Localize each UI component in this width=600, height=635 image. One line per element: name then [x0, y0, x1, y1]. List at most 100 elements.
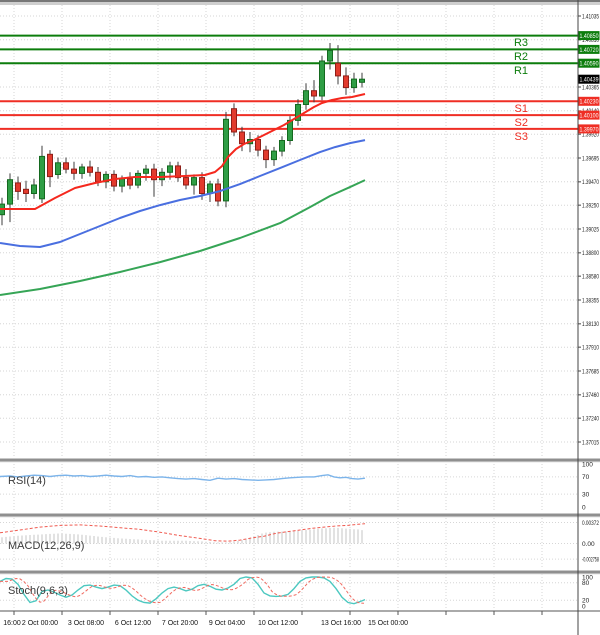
price-axis-tick-label: 1.39250: [582, 202, 599, 209]
current-price-badge: 1.40439: [580, 77, 599, 84]
level-price-badge-r2-bg: [578, 44, 600, 54]
candle-body: [63, 162, 69, 170]
time-axis-label: 7 Oct 20:00: [162, 620, 198, 627]
price-axis-tick-label: 1.38800: [582, 250, 599, 257]
rsi-tick-label: 30: [582, 491, 590, 498]
panel-separator: [0, 461, 600, 463]
stoch-tick-label: 80: [582, 580, 590, 587]
level-price-badge-s2-bg: [578, 110, 600, 120]
candle-body: [231, 108, 237, 133]
rsi-tick-label: 0: [582, 504, 586, 511]
price-axis-tick-label: 1.39025: [582, 226, 599, 233]
stoch-tick-label: 0: [582, 603, 586, 610]
panel-separator: [0, 516, 600, 518]
macd-tick-label: 0.00372: [582, 520, 599, 527]
candle-body: [143, 168, 149, 174]
panel-separator: [0, 571, 600, 574]
panel-separator: [0, 570, 600, 571]
price-axis-tick-label: 1.40365: [582, 84, 599, 91]
candle-body: [295, 104, 301, 121]
candle-body: [15, 182, 21, 192]
candle-body: [351, 78, 357, 89]
candle-body: [239, 131, 245, 145]
candle-body: [71, 168, 77, 174]
current-price-badge-bg: [578, 74, 600, 84]
price-axis-tick-label: 1.38130: [582, 321, 599, 328]
candle-body: [151, 168, 157, 181]
medium-ma-line: [0, 139, 366, 248]
time-axis-label: 13 Oct 16:00: [321, 620, 361, 627]
window-top-edge-light: [0, 2, 600, 5]
stoch-k-line: [0, 576, 366, 605]
price-axis-tick-label: 1.37240: [582, 415, 599, 422]
level-price-badge-r1-bg: [578, 58, 600, 68]
stoch-tick-label: 100: [582, 574, 593, 581]
candle-body: [343, 75, 349, 89]
candle-body: [191, 177, 197, 186]
level-price-badge-r2: 1.40720: [580, 47, 599, 54]
candle-body: [31, 184, 37, 194]
candle-body: [127, 178, 133, 186]
candle-body: [39, 155, 45, 200]
level-price-badge-s3-bg: [578, 124, 600, 134]
price-axis-tick-label: 1.37910: [582, 344, 599, 351]
time-axis-label: 10 Oct 12:00: [258, 620, 298, 627]
candle-body: [319, 60, 325, 97]
panel-separator: [0, 573, 600, 575]
macd-tick-label: 0.00: [582, 541, 595, 548]
panel-separator: [0, 459, 600, 462]
price-axis-tick-label: 1.38580: [582, 273, 599, 280]
price-axis-tick-label: 1.38355: [582, 297, 599, 304]
candle-body: [119, 178, 125, 187]
fast-ma-line: [0, 93, 366, 210]
rsi-tick-label: 100: [582, 461, 593, 468]
candle-body: [335, 62, 341, 77]
candle-body: [167, 165, 173, 173]
level-price-badge-r3-bg: [578, 31, 600, 41]
rsi-line: [0, 474, 366, 482]
level-price-badge-r3: 1.40850: [580, 33, 599, 40]
rsi-tick-label: 70: [582, 474, 590, 481]
time-axis-label: 3 Oct 08:00: [68, 620, 104, 627]
macd-tick-label: -0.002758: [582, 556, 599, 563]
price-axis-tick-label: 1.37015: [582, 439, 599, 446]
level-price-badge-r1: 1.40590: [580, 61, 599, 68]
price-axis-tick-label: 1.37685: [582, 368, 599, 375]
candle-body: [47, 153, 53, 178]
candle-body: [55, 162, 61, 176]
time-axis-label: 15 Oct 00:00: [368, 620, 408, 627]
candle-body: [327, 49, 333, 62]
level-price-badge-s3: 1.39970: [580, 126, 599, 133]
panel-separator: [0, 458, 600, 459]
window-top-edge: [0, 0, 600, 2]
candle-body: [255, 139, 261, 151]
candle-body: [79, 166, 85, 174]
candle-body: [263, 149, 269, 161]
level-price-badge-s2: 1.40100: [580, 112, 599, 119]
candle-body: [311, 90, 317, 97]
candle-body: [303, 90, 309, 105]
time-axis-label: 6 Oct 12:00: [115, 620, 151, 627]
time-axis-label: 9 Oct 04:00: [209, 620, 245, 627]
candle-body: [95, 171, 101, 183]
candle-body: [23, 188, 29, 195]
candle-body: [359, 78, 365, 83]
candle-body: [183, 177, 189, 186]
candle-body: [279, 140, 285, 152]
price-axis-tick-label: 1.39470: [582, 179, 599, 186]
candle-body: [199, 177, 205, 195]
price-axis-tick-label: 1.40810: [582, 37, 599, 44]
level-price-badge-s1-bg: [578, 96, 600, 106]
panel-separator: [0, 514, 600, 517]
slow-ma-line: [0, 179, 366, 296]
candle-body: [175, 165, 181, 179]
price-axis-tick-label: 1.39695: [582, 155, 599, 162]
stoch-d-line: [0, 576, 365, 604]
panel-separator: [0, 513, 600, 514]
price-axis-tick-label: 1.39920: [582, 131, 599, 138]
candle-body: [7, 179, 13, 205]
level-price-badge-s1: 1.40230: [580, 99, 599, 106]
price-axis-tick-label: 1.37460: [582, 392, 599, 399]
